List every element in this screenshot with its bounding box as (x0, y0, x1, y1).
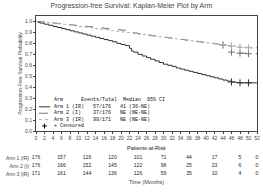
svg-text:+ Censored: + Censored (54, 123, 84, 129)
svg-text:145: 145 (108, 162, 117, 168)
svg-text:Arm 2 (I): Arm 2 (I) (10, 163, 30, 169)
svg-text:59: 59 (161, 170, 167, 176)
svg-text:71: 71 (161, 154, 167, 160)
svg-text:40: 40 (203, 135, 209, 141)
svg-text:136: 136 (108, 170, 117, 176)
svg-text:166: 166 (57, 162, 66, 168)
svg-text:0: 0 (256, 162, 259, 168)
svg-text:32: 32 (169, 135, 175, 141)
svg-text:Time (Months): Time (Months) (129, 179, 164, 185)
svg-text:0: 0 (35, 135, 38, 141)
svg-text:Arm 3 (IR) 99/171 NE (NE-N: Arm 3 (IR) 99/171 NE (NE-NE) (54, 117, 150, 123)
svg-text:36: 36 (186, 135, 192, 141)
svg-text:0: 0 (256, 170, 259, 176)
svg-text:152: 152 (83, 162, 92, 168)
svg-text:120: 120 (108, 154, 117, 160)
svg-text:0.1: 0.1 (25, 117, 32, 123)
svg-text:0.3: 0.3 (25, 95, 32, 101)
svg-text:4: 4 (239, 170, 242, 176)
svg-text:46: 46 (229, 135, 235, 141)
svg-text:17: 17 (212, 154, 218, 160)
svg-text:26: 26 (144, 135, 150, 141)
svg-text:44: 44 (220, 135, 226, 141)
svg-text:14: 14 (93, 135, 99, 141)
svg-text:0.9: 0.9 (25, 29, 32, 35)
svg-text:10: 10 (76, 135, 82, 141)
svg-text:161: 161 (57, 170, 66, 176)
svg-text:4: 4 (52, 135, 55, 141)
svg-text:8: 8 (69, 135, 72, 141)
svg-text:5: 5 (239, 154, 242, 160)
svg-text:50: 50 (246, 135, 252, 141)
svg-text:Progression-free Survival: Kap: Progression-free Survival: Kaplan-Meier … (51, 2, 213, 10)
svg-text:176: 176 (32, 154, 41, 160)
svg-text:12: 12 (84, 135, 90, 141)
svg-text:0.4: 0.4 (25, 84, 32, 90)
svg-text:48: 48 (237, 135, 243, 141)
svg-text:6: 6 (239, 162, 242, 168)
svg-text:35: 35 (186, 170, 192, 176)
svg-text:38: 38 (195, 135, 201, 141)
svg-text:18: 18 (110, 135, 116, 141)
svg-text:52: 52 (254, 135, 260, 141)
svg-text:42: 42 (212, 135, 218, 141)
svg-text:Patients-at-Risk: Patients-at-Risk (127, 145, 166, 151)
svg-text:Arm 1 (IR) 57/176 41 (36-N: Arm 1 (IR) 57/176 41 (36-NE) (54, 104, 150, 110)
svg-text:6: 6 (60, 135, 63, 141)
svg-text:Arm 1 (IR): Arm 1 (IR) (6, 155, 29, 161)
svg-text:28: 28 (152, 135, 158, 141)
svg-text:16: 16 (101, 135, 107, 141)
svg-text:0.0: 0.0 (25, 128, 32, 134)
svg-text:98: 98 (161, 162, 167, 168)
svg-text:44: 44 (186, 154, 192, 160)
svg-text:157: 157 (57, 154, 66, 160)
svg-text:144: 144 (83, 170, 92, 176)
svg-text:Arm 3 (IR): Arm 3 (IR) (6, 171, 29, 177)
svg-text:0: 0 (256, 154, 259, 160)
svg-text:25: 25 (186, 162, 192, 168)
svg-text:Progression-Free Survival Prob: Progression-Free Survival Probability (17, 32, 23, 115)
svg-text:0.6: 0.6 (25, 62, 32, 68)
svg-text:23: 23 (212, 162, 218, 168)
svg-text:101: 101 (134, 154, 143, 160)
svg-text:122: 122 (134, 162, 143, 168)
svg-text:126: 126 (83, 154, 92, 160)
svg-text:30: 30 (161, 135, 167, 141)
svg-text:24: 24 (135, 135, 141, 141)
svg-text:0.2: 0.2 (25, 106, 32, 112)
svg-text:2: 2 (43, 135, 46, 141)
svg-text:0.7: 0.7 (25, 51, 32, 57)
svg-text:Arm 2 (I) 37/176 NE (NE-N: Arm 2 (I) 37/176 NE (NE-NE) (54, 110, 150, 116)
svg-text:10: 10 (212, 170, 218, 176)
svg-text:Arm Events/Total Median: Arm Events/Total Median 95% CI (54, 97, 165, 103)
svg-text:126: 126 (134, 170, 143, 176)
svg-text:20: 20 (118, 135, 124, 141)
svg-text:171: 171 (32, 170, 41, 176)
svg-text:1.0: 1.0 (25, 18, 32, 24)
svg-text:0.5: 0.5 (25, 73, 32, 79)
svg-text:34: 34 (178, 135, 184, 141)
svg-text:22: 22 (127, 135, 133, 141)
svg-text:176: 176 (32, 162, 41, 168)
svg-text:0.8: 0.8 (25, 40, 32, 46)
